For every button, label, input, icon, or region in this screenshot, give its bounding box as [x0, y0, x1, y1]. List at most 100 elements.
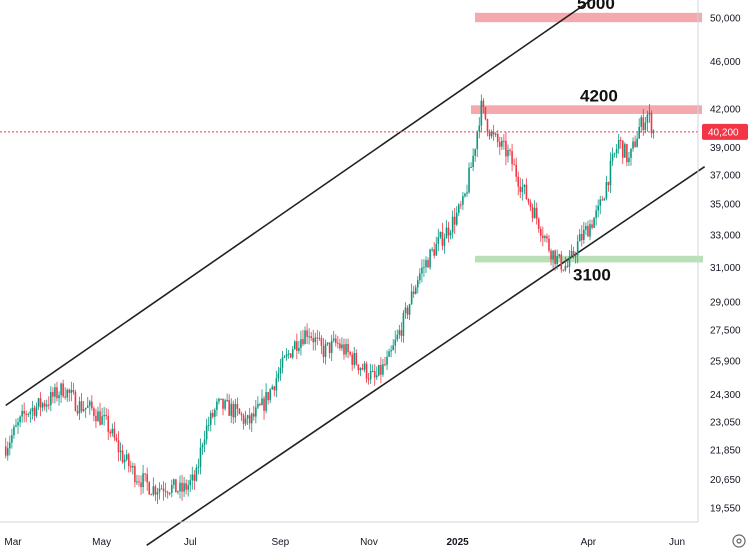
candle — [566, 259, 569, 269]
candle — [109, 429, 112, 438]
candle — [648, 103, 651, 123]
candle — [509, 148, 511, 156]
candle — [261, 389, 263, 406]
candle — [230, 398, 233, 423]
candle — [550, 248, 552, 266]
candle — [320, 335, 323, 355]
candle — [408, 303, 411, 321]
candle — [316, 329, 319, 346]
candle — [535, 202, 538, 225]
candle — [361, 363, 364, 371]
y-tick-label: 24,300 — [710, 390, 741, 401]
candle — [630, 148, 632, 166]
candle — [279, 358, 282, 381]
y-axis: 50,000 46,000 42,000 39,000 37,000 35,000 33,0… — [697, 0, 741, 522]
candle — [503, 133, 505, 150]
candle — [634, 135, 636, 148]
candle — [37, 397, 40, 411]
y-tick-label: 46,000 — [710, 57, 741, 68]
candle — [238, 407, 241, 415]
candle — [601, 195, 604, 201]
candle — [306, 323, 308, 345]
candle — [78, 396, 81, 420]
candle — [21, 404, 23, 423]
candle — [611, 147, 614, 166]
candle — [170, 479, 173, 498]
candle — [248, 407, 251, 430]
candle — [548, 234, 550, 253]
candle — [255, 400, 257, 424]
zones-layer — [471, 12, 703, 263]
candle — [134, 463, 136, 488]
zone-support-3100 — [475, 255, 703, 263]
candle — [576, 235, 579, 264]
candle — [291, 346, 294, 360]
candle — [91, 395, 93, 411]
candle — [6, 441, 9, 461]
candle — [82, 400, 85, 413]
channel-layer — [5, 0, 706, 546]
candle — [613, 152, 616, 158]
candle — [552, 250, 554, 269]
candle — [443, 233, 446, 254]
candle — [466, 184, 468, 197]
candle — [431, 247, 433, 253]
y-tick-label: 25,900 — [710, 357, 741, 368]
candle — [45, 399, 48, 413]
candle — [525, 178, 528, 200]
candle — [52, 387, 54, 404]
candle — [84, 407, 87, 418]
candle — [140, 475, 142, 495]
zone-label-resistance-5000: 5000 — [577, 0, 615, 13]
candle — [41, 401, 44, 412]
candle — [644, 116, 647, 134]
channel-upper-line — [5, 0, 593, 407]
candle — [25, 410, 28, 423]
candle — [179, 475, 181, 499]
candle — [47, 396, 50, 410]
candle — [384, 356, 386, 367]
candle — [402, 310, 405, 343]
x-axis: Mar May Jul Sep Nov 2025 Apr Jun — [0, 521, 698, 548]
candle — [546, 233, 548, 243]
candle — [269, 388, 271, 404]
candle — [246, 414, 249, 426]
candle — [281, 350, 284, 374]
candle — [326, 342, 329, 347]
candle — [378, 364, 380, 377]
candle — [162, 481, 165, 501]
x-tick-label: Apr — [581, 537, 597, 548]
candle — [56, 381, 58, 402]
candle — [142, 464, 144, 494]
candle — [19, 415, 21, 428]
x-tick-label: Nov — [360, 537, 378, 548]
x-tick-label: 2025 — [446, 537, 469, 548]
candle — [183, 477, 185, 498]
settings-icon[interactable] — [732, 534, 746, 548]
candle — [472, 148, 474, 172]
candle — [35, 402, 38, 418]
candle — [304, 326, 306, 345]
candle — [199, 438, 202, 475]
candle — [296, 333, 298, 360]
candle — [152, 477, 155, 497]
zone-label-resistance-4200: 4200 — [580, 86, 618, 105]
candle — [363, 360, 366, 373]
candle — [203, 430, 206, 453]
candle — [468, 162, 470, 194]
candle — [398, 324, 401, 339]
candle — [119, 442, 122, 461]
candle — [617, 133, 620, 154]
candle — [68, 388, 71, 402]
candle — [95, 408, 97, 428]
candle — [585, 222, 587, 235]
candle — [531, 203, 534, 223]
candle — [257, 396, 259, 410]
candle — [136, 474, 138, 485]
candle — [4, 437, 7, 459]
candle — [341, 337, 343, 352]
candle — [181, 474, 183, 501]
candle — [64, 387, 66, 400]
candle — [187, 479, 189, 497]
candle — [529, 199, 532, 211]
